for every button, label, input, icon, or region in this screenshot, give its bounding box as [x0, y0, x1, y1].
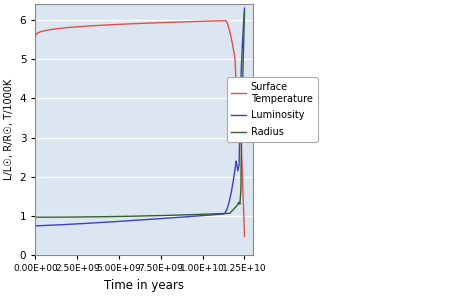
Luminosity: [69, 222, 74, 226]
Surface
Temperature: [113, 23, 118, 26]
Legend: Surface
Temperature, Luminosity, Radius: Surface Temperature, Luminosity, Radius: [227, 77, 318, 142]
Radius: [113, 215, 118, 218]
Radius: [242, 10, 247, 14]
Surface
Temperature: [215, 19, 221, 22]
Line: Radius: Radius: [36, 12, 245, 217]
Luminosity: [113, 220, 118, 223]
Surface
Temperature: [69, 25, 74, 29]
Luminosity: [56, 223, 62, 227]
Line: Surface
Temperature: Surface Temperature: [36, 21, 245, 237]
Luminosity: [122, 219, 128, 223]
Radius: [215, 212, 221, 215]
Radius: [56, 215, 62, 219]
Surface
Temperature: [122, 22, 128, 26]
Surface
Temperature: [56, 27, 62, 30]
Surface
Temperature: [237, 120, 243, 123]
Surface
Temperature: [242, 235, 247, 238]
Luminosity: [215, 213, 221, 216]
Line: Luminosity: Luminosity: [36, 8, 245, 226]
X-axis label: Time in years: Time in years: [104, 279, 184, 292]
Surface
Temperature: [33, 36, 38, 39]
Radius: [33, 215, 38, 219]
Radius: [237, 195, 243, 199]
Luminosity: [242, 6, 247, 10]
Radius: [122, 215, 128, 218]
Luminosity: [237, 94, 243, 97]
Radius: [69, 215, 74, 219]
Y-axis label: L/L☉, R/R☉, T/1000K: L/L☉, R/R☉, T/1000K: [4, 79, 14, 180]
Surface
Temperature: [223, 19, 228, 22]
Luminosity: [33, 224, 38, 228]
